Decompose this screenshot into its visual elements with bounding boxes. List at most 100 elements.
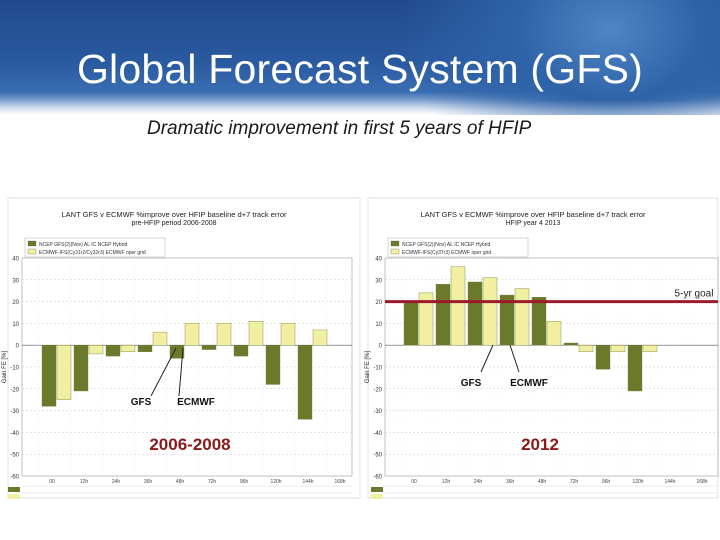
x-tick-label: 12h: [442, 479, 451, 485]
table-row-swatch: [371, 494, 383, 499]
bar-gfs: [403, 301, 419, 346]
bar-ecmwf: [418, 292, 434, 346]
y-tick-label: 40: [375, 257, 382, 263]
y-tick-label: 30: [12, 278, 19, 284]
gfs-annotation: GFS: [461, 378, 482, 389]
x-tick-label: 168h: [334, 479, 345, 485]
bar-gfs: [73, 345, 89, 392]
chart-title: LANT GFS v ECMWF %improve over HFIP base…: [421, 210, 646, 219]
ecmwf-annotation: ECMWF: [510, 378, 548, 389]
gfs-arrow: [150, 347, 177, 397]
bar-ecmwf: [56, 345, 72, 400]
bar-ecmwf: [482, 277, 498, 346]
legend-swatch: [390, 240, 400, 247]
chart-subtitle: pre-HFIP period 2006-2008: [131, 220, 216, 227]
bar-ecmwf: [642, 345, 658, 352]
x-tick-label: 36h: [144, 479, 153, 485]
bar-gfs: [627, 345, 643, 392]
bar-ecmwf: [152, 331, 168, 346]
y-tick-label: 40: [12, 257, 19, 263]
y-tick-label: -30: [10, 409, 19, 415]
bar-gfs: [233, 345, 249, 357]
header-band: [0, 0, 720, 115]
bar-ecmwf: [450, 266, 466, 346]
y-tick-label: -30: [373, 409, 382, 415]
goal-label: 5-yr goal: [675, 289, 714, 300]
bar-gfs: [531, 297, 547, 346]
y-tick-label: 0: [16, 344, 20, 350]
y-tick-label: -50: [10, 453, 19, 459]
y-tick-label: -50: [373, 453, 382, 459]
y-tick-label: -10: [10, 366, 19, 372]
gfs-arrow: [480, 344, 494, 373]
x-tick-label: 96h: [240, 479, 249, 485]
y-tick-label: 10: [12, 322, 19, 328]
y-tick-label: 10: [375, 322, 382, 328]
bar-gfs: [265, 345, 281, 385]
bar-ecmwf: [546, 321, 562, 346]
bar-ecmwf: [216, 323, 232, 346]
table-row-swatch: [8, 487, 20, 492]
x-tick-label: 72h: [208, 479, 217, 485]
bar-gfs: [41, 345, 57, 407]
bar-gfs: [595, 345, 611, 370]
bar-gfs: [563, 342, 579, 346]
y-tick-label: 30: [375, 278, 382, 284]
ecmwf-annotation: ECMWF: [177, 397, 215, 408]
header-fade: [0, 100, 720, 140]
bar-ecmwf: [184, 323, 200, 346]
slide-subtitle: Dramatic improvement in first 5 years of…: [147, 118, 532, 139]
x-tick-label: 48h: [538, 479, 547, 485]
y-tick-label: -60: [10, 475, 19, 481]
y-tick-label: 20: [12, 300, 19, 306]
legend-label: NCEP GFS(2)(Nov) AL IC NCEP Hybrid: [39, 242, 127, 248]
x-tick-label: 00: [49, 479, 55, 485]
y-tick-label: -20: [10, 387, 19, 393]
legend-label: ECMWF-IFS(Cy31r2/Cy32r3) ECMWF oper grid: [39, 250, 146, 256]
bar-ecmwf: [312, 329, 328, 346]
period-label: 2012: [521, 435, 559, 454]
bar-gfs: [499, 294, 515, 346]
x-tick-label: 24h: [112, 479, 121, 485]
x-tick-label: 144h: [664, 479, 675, 485]
bar-ecmwf: [610, 345, 626, 352]
bar-ecmwf: [514, 288, 530, 346]
y-tick-label: -20: [373, 387, 382, 393]
bar-gfs: [435, 283, 451, 346]
y-tick-label: -40: [373, 431, 382, 437]
x-tick-label: 120h: [270, 479, 281, 485]
legend-swatch: [27, 240, 37, 247]
x-tick-label: 120h: [632, 479, 643, 485]
table-row-swatch: [8, 494, 20, 499]
legend-box: [387, 237, 529, 258]
bar-gfs: [169, 345, 185, 359]
y-tick-label: -40: [10, 431, 19, 437]
chart-panel-1: LANT GFS v ECMWF %improve over HFIP base…: [2, 197, 361, 499]
period-label: 2006-2008: [149, 435, 230, 454]
x-tick-label: 96h: [602, 479, 611, 485]
y-tick-label: -10: [373, 366, 382, 372]
y-axis-label: Gain FE [%]: [365, 350, 371, 383]
y-tick-label: 0: [379, 344, 383, 350]
gfs-annotation: GFS: [131, 397, 152, 408]
x-tick-label: 12h: [80, 479, 89, 485]
y-axis-label: Gain FE [%]: [2, 350, 8, 383]
chart-panel-2: LANT GFS v ECMWF %improve over HFIP base…: [365, 197, 719, 499]
x-tick-label: 168h: [696, 479, 707, 485]
legend-box: [24, 237, 166, 258]
chart-title: LANT GFS v ECMWF %improve over HFIP base…: [62, 210, 287, 219]
bar-gfs: [467, 281, 483, 346]
x-tick-label: 144h: [302, 479, 313, 485]
table-row-swatch: [371, 487, 383, 492]
bar-gfs: [137, 345, 153, 352]
x-tick-label: 36h: [506, 479, 515, 485]
x-tick-label: 24h: [474, 479, 483, 485]
bar-gfs: [297, 345, 313, 420]
bar-ecmwf: [280, 323, 296, 346]
bar-gfs: [105, 345, 121, 357]
slide-title: Global Forecast System (GFS): [76, 46, 644, 92]
legend-label: NCEP GFS(2)(Nov) AL IC NCEP Hybrid: [402, 242, 490, 248]
bar-ecmwf: [88, 345, 104, 355]
ecmwf-arrow: [509, 344, 520, 373]
